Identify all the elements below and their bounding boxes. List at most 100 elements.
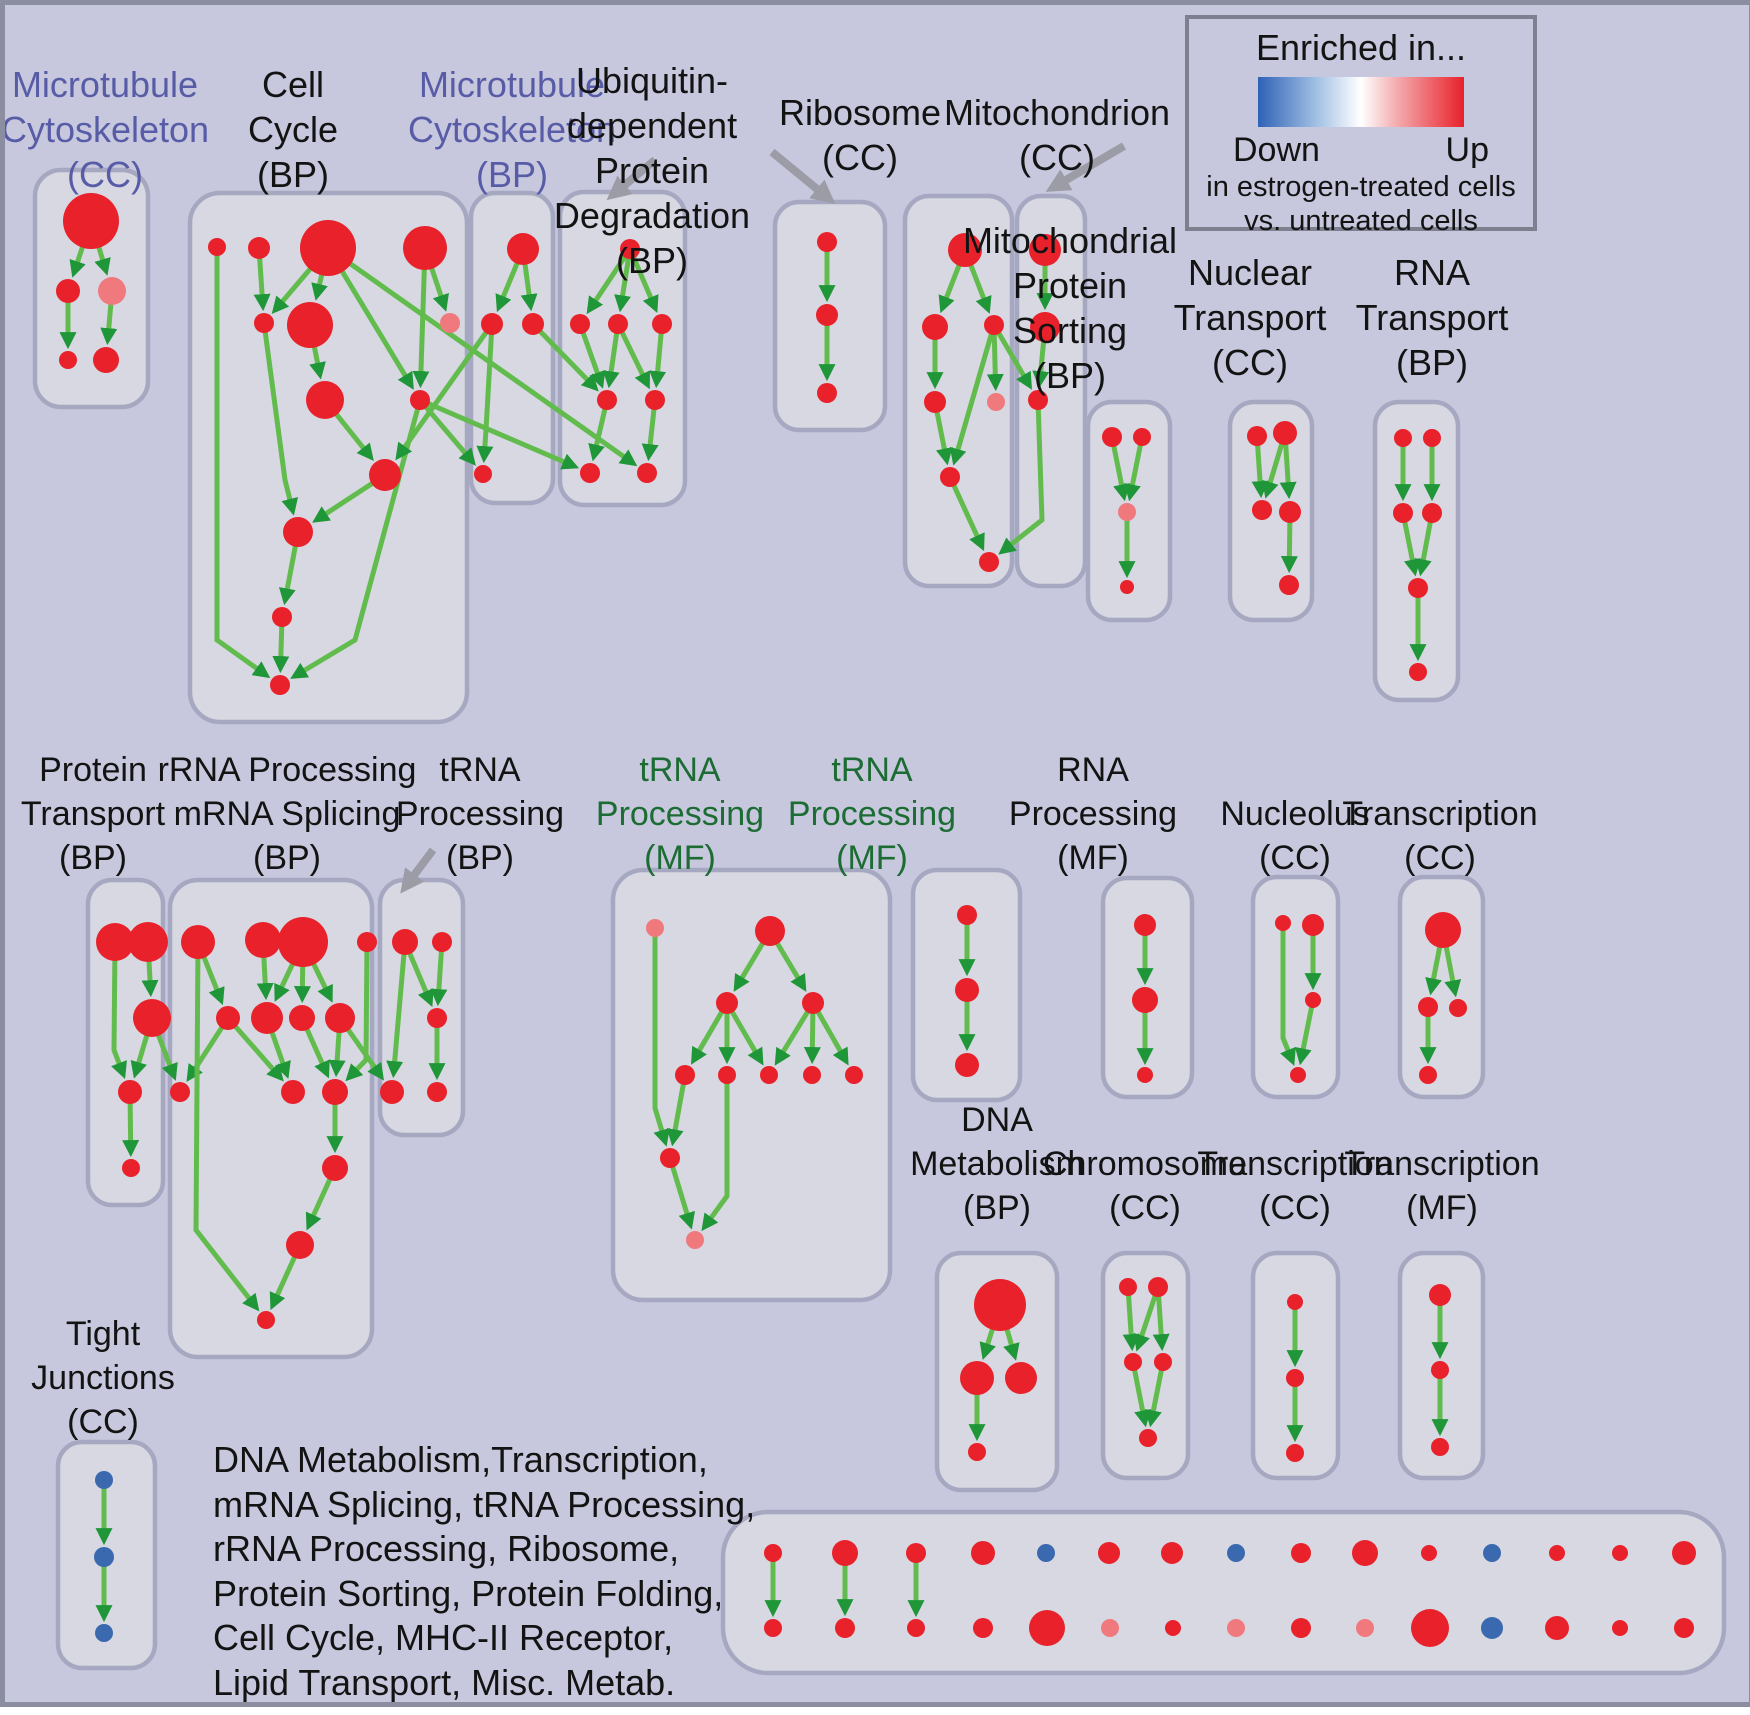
legend-subtitle-line1: in estrogen-treated cells — [1206, 171, 1516, 203]
label-tight-junctions-cc-line: (CC) — [67, 1403, 139, 1441]
cell-cycle-bp-node-n12 — [272, 607, 292, 627]
edge-arrow — [345, 941, 370, 1082]
label-tight-junctions-cc-line: Junctions — [31, 1359, 175, 1397]
edge-arrow — [690, 1001, 730, 1065]
edge-arrow — [261, 322, 299, 516]
nuclear-transport-cc-node-nt3 — [1252, 500, 1272, 520]
edge-arrow — [724, 1001, 764, 1066]
edge-arrow — [395, 322, 495, 461]
rrna-processing-mrna-splicing-bp-node-r1 — [181, 925, 215, 959]
label-trna-processing-mf-2-line: Processing — [787, 795, 957, 833]
edge-arrow — [386, 941, 408, 1079]
ribosome-cc-box — [902, 193, 1015, 589]
label-ubiquitin-degradation-bp-line: Degradation — [553, 195, 751, 236]
tight-junctions-cc-node-j2 — [94, 1547, 114, 1567]
misc-cluster-box-node-mt6 — [1098, 1542, 1120, 1564]
nucleolus-cc-node-nu1 — [1275, 915, 1291, 931]
cell-cycle-bp-node-n2 — [248, 237, 270, 259]
legend-endpoint-labels: Down Up — [1189, 131, 1533, 170]
transcription-cc-top-node-tc4 — [1419, 1066, 1437, 1084]
legend-subtitle-line2: vs. untreated cells — [1244, 205, 1478, 237]
misc-cluster-box-node-mt3 — [906, 1543, 926, 1563]
rna-transport-bp-node-rt1 — [1394, 429, 1412, 447]
misc-text-line: DNA Metabolism,Transcription, — [213, 1439, 708, 1480]
microtubule-cytoskeleton-cc-node-E — [93, 347, 119, 373]
label-transcription-cc-bottom-line: (CC) — [1259, 1189, 1331, 1227]
ribosome-cc-node-rb2 — [922, 314, 948, 340]
trna-processing-mf-1-node-m8 — [803, 1066, 821, 1084]
ubiquitin-degradation-bp-a-node-u8 — [637, 463, 657, 483]
label-tight-junctions-cc-line: Tight — [65, 1315, 141, 1353]
label-ubiquitin-degradation-bp-line: dependent — [566, 105, 738, 146]
misc-cluster-box-node-mb8 — [1227, 1619, 1245, 1637]
nuclear-transport-cc-node-nt1 — [1247, 426, 1267, 446]
ribosome-cc-node-rb4 — [924, 391, 946, 413]
protein-transport-bp-node-p3 — [133, 999, 171, 1037]
misc-cluster-box-node-mb9 — [1291, 1618, 1311, 1638]
tight-junctions-cc-node-j1 — [95, 1471, 113, 1489]
edge-arrow — [586, 247, 633, 315]
trna-processing-mf-1-node-m7 — [760, 1066, 778, 1084]
label-rrna-processing-mrna-splicing-bp: rRNA Processing mRNA Splicing (BP) — [158, 748, 417, 880]
microtubule-cytoskeleton-cc-node-A — [63, 193, 119, 249]
label-rna-processing-mf: RNA Processing (MF) — [1009, 748, 1177, 880]
label-mitochondrion-cc: Mitochondrion (CC) — [944, 90, 1170, 180]
rna-transport-bp-node-rt6 — [1409, 663, 1427, 681]
misc-cluster-box-node-mb3 — [907, 1619, 925, 1637]
label-transcription-mf-line: (MF) — [1406, 1189, 1478, 1227]
label-mitochondrion-cc-line: Mitochondrion — [943, 92, 1171, 133]
chromosome-cc-node-c5 — [1139, 1429, 1157, 1447]
transcription-mf-node-y1 — [1429, 1284, 1451, 1306]
label-nuclear-transport-cc-line: (CC) — [1212, 342, 1288, 383]
rna-transport-bp-box — [1372, 399, 1461, 703]
mitochondrial-protein-sorting-bp-node-s4 — [1120, 580, 1134, 594]
trna-processing-mf-1-node-m10 — [660, 1148, 680, 1168]
nuclear-transport-cc-node-nt2 — [1273, 421, 1297, 445]
ribosome-cc-node-rb6 — [940, 467, 960, 487]
edge-arrow — [652, 928, 670, 1147]
label-cell-cycle-bp-line: Cell — [261, 64, 324, 105]
ribosome-cc-node-rb1 — [948, 233, 982, 267]
label-trna-processing-mf-2: tRNA Processing (MF) — [788, 748, 956, 880]
trna-processing-bp-node-tb3 — [427, 1008, 447, 1028]
label-cell-cycle-bp-line: (BP) — [257, 154, 329, 195]
misc-text-line: Protein Sorting, Protein Folding, — [213, 1572, 724, 1614]
misc-cluster-box-node-mt13 — [1549, 1545, 1565, 1561]
figure-bottom-margin — [0, 1702, 1750, 1715]
rrna-processing-mrna-splicing-bp-node-r12 — [322, 1155, 348, 1181]
label-transcription-cc-top: Transcription (CC) — [1342, 792, 1537, 880]
microtubule-cytoskeleton-cc-node-B — [56, 279, 80, 303]
cell-cycle-bp-node-n4 — [403, 226, 447, 270]
ubiquitin-degradation-bp-a-node-u6 — [645, 390, 665, 410]
microtubule-cytoskeleton-bp-node-r — [522, 313, 544, 335]
label-rna-processing-mf-line: Processing — [1008, 795, 1178, 833]
label-ubiquitin-degradation-bp: Ubiquitin-dependent Protein Degradation (BP… — [554, 58, 750, 283]
label-rna-transport-bp-line: Transport — [1355, 297, 1509, 338]
nucleolus-cc-node-nu2 — [1302, 914, 1324, 936]
label-mitochondrial-protein-sorting-bp-line: Sorting — [1012, 310, 1128, 351]
mitochondrion-cc-node-mi3 — [1028, 390, 1048, 410]
rna-transport-bp-node-rt3 — [1393, 503, 1413, 523]
cell-cycle-bp-node-n1 — [208, 238, 226, 256]
label-ubiquitin-degradation-bp-line: Protein — [594, 150, 710, 191]
label-cell-cycle-bp-line: Cycle — [247, 109, 339, 150]
label-transcription-cc-bottom-line: Transcription — [1197, 1145, 1393, 1183]
trna-processing-mf-2-node-q1 — [957, 905, 977, 925]
ribosome-cc-node-rb7 — [979, 552, 999, 572]
label-dna-metabolism-bp-line: (BP) — [963, 1189, 1031, 1227]
label-chromosome-cc-line: Chromosome — [1042, 1145, 1248, 1183]
label-mitochondrial-protein-sorting-bp-line: Protein — [1012, 265, 1128, 306]
misc-cluster-box-node-mb7 — [1165, 1620, 1181, 1636]
edge-arrow — [1280, 923, 1296, 1066]
misc-cluster-box-node-mt8 — [1227, 1544, 1245, 1562]
label-rna-transport-bp-line: RNA — [1393, 252, 1470, 293]
misc-cluster-box-node-mt7 — [1161, 1542, 1183, 1564]
rna-processing-mf-node-w1 — [1134, 914, 1156, 936]
dna-metabolism-bp-node-d3 — [1005, 1362, 1037, 1394]
label-trna-processing-bp-line: Processing — [395, 795, 565, 833]
label-chromosome-cc: Chromosome (CC) — [1043, 1142, 1247, 1230]
edge-arrow — [1122, 1286, 1140, 1352]
cell-cycle-bp-node-n11 — [283, 517, 313, 547]
label-protein-transport-bp-line: Transport — [20, 795, 166, 833]
edge-arrow — [419, 397, 580, 470]
